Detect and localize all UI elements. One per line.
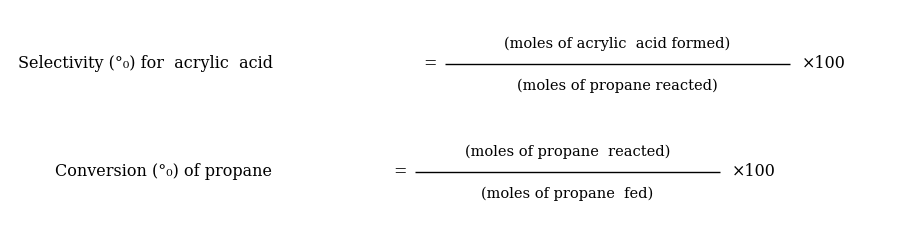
Text: =: = xyxy=(423,55,436,73)
Text: =: = xyxy=(393,164,407,180)
Text: (moles of acrylic  acid formed): (moles of acrylic acid formed) xyxy=(504,37,731,51)
Text: (moles of propane reacted): (moles of propane reacted) xyxy=(518,79,718,93)
Text: (moles of propane  fed): (moles of propane fed) xyxy=(482,187,653,201)
Text: (moles of propane  reacted): (moles of propane reacted) xyxy=(464,145,670,159)
Text: Selectivity (°₀) for  acrylic  acid: Selectivity (°₀) for acrylic acid xyxy=(18,55,273,73)
Text: ×100: ×100 xyxy=(802,55,846,73)
Text: ×100: ×100 xyxy=(732,164,776,180)
Text: Conversion (°₀) of propane: Conversion (°₀) of propane xyxy=(55,164,272,180)
